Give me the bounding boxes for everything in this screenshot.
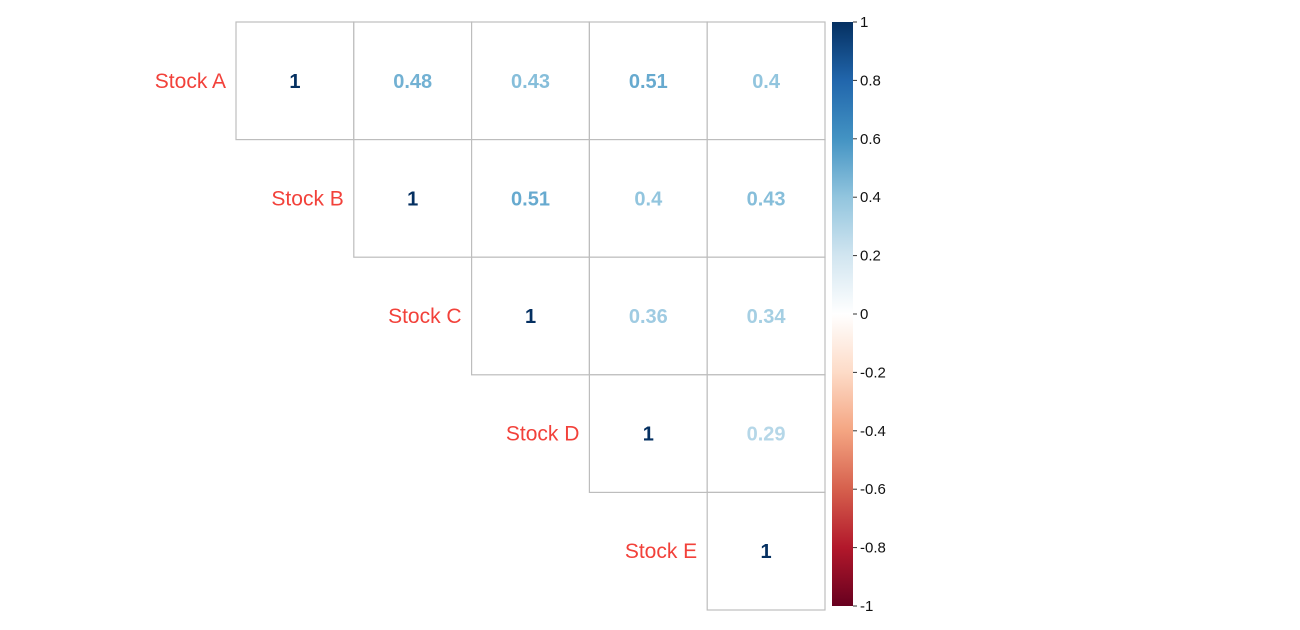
row-labels: Stock A Stock B Stock C Stock D Stock E [155,70,697,563]
row-label-5: Stock E [625,540,697,563]
cell-value-2-2: 1 [407,188,418,210]
cell-value-5-5: 1 [761,541,772,563]
legend-tick-label-7: -0.4 [860,423,886,440]
cell-5-5 [706,491,826,611]
cell-value-3-5: 0.34 [747,306,787,328]
cell-1-3 [471,21,591,141]
legend-ticks: 1 0.8 0.6 0.4 0.2 0 -0.2 -0.4 -0.6 -0.8 -1 [853,14,886,615]
cell-3-3 [471,256,591,376]
cell-value-1-4: 0.51 [629,71,668,93]
row-label-1: Stock A [155,70,226,93]
cell-value-4-5: 0.29 [747,424,786,446]
cell-4-4 [588,374,708,493]
cell-value-1-3: 0.43 [511,71,550,93]
legend-tick-label-0: 1 [860,14,868,31]
row-label-2: Stock B [271,187,343,210]
cell-3-5 [706,256,826,376]
legend-tick-label-2: 0.6 [860,131,881,148]
legend-tick-label-4: 0.2 [860,248,881,265]
cell-value-4-4: 1 [643,424,654,446]
cell-2-2 [353,139,473,258]
correlation-cells: 1 0.48 0.43 0.51 0.4 1 0.51 0.4 0.43 1 0.36 0.34 1 0.… [235,21,826,611]
cell-1-5 [706,21,826,141]
cell-value-2-3: 0.51 [511,188,550,210]
legend-color-bar [832,22,853,606]
legend-tick-label-10: -1 [860,598,873,615]
cell-value-2-5: 0.43 [747,188,786,210]
legend-tick-label-1: 0.8 [860,72,881,89]
cell-value-1-5: 0.4 [752,71,781,93]
cell-value-2-4: 0.4 [634,188,663,210]
cell-1-1 [235,21,355,141]
cell-1-4 [588,21,708,141]
legend-tick-label-5: 0 [860,306,868,323]
cell-1-2 [353,21,473,141]
cell-2-4 [588,139,708,258]
legend-tick-label-8: -0.6 [860,481,886,498]
cell-value-1-1: 1 [289,71,300,93]
cell-value-3-3: 1 [525,306,536,328]
legend-tick-label-9: -0.8 [860,540,886,557]
cell-4-5 [706,374,826,493]
row-label-4: Stock D [506,423,580,446]
row-label-3: Stock C [388,305,462,328]
cell-value-1-2: 0.48 [393,71,432,93]
legend-tick-label-6: -0.2 [860,364,886,381]
color-legend: 1 0.8 0.6 0.4 0.2 0 -0.2 -0.4 -0.6 -0.8 -1 [832,14,886,615]
cell-value-3-4: 0.36 [629,306,668,328]
legend-tick-label-3: 0.4 [860,189,881,206]
